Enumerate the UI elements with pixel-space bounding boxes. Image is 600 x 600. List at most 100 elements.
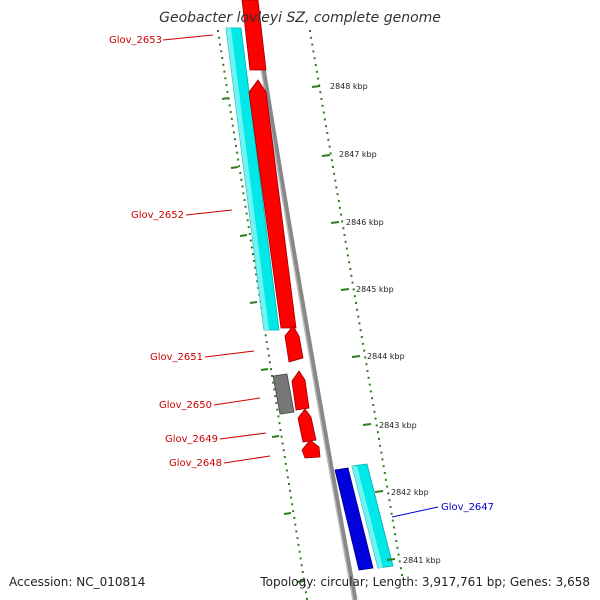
tick-dot: [288, 483, 290, 485]
tick-dot: [247, 226, 250, 229]
tick-dot: [222, 63, 225, 66]
tick-dot: [371, 397, 374, 400]
feature-glov-2650[interactable]: [272, 373, 295, 415]
tick-dot: [309, 30, 311, 32]
tick-dot: [277, 415, 280, 418]
tick-dot: [282, 449, 285, 452]
tick-dot: [363, 349, 366, 352]
tick-dot: [365, 363, 368, 366]
cds-glov-2647[interactable]: [334, 467, 374, 571]
tick-dot: [234, 138, 236, 141]
tick-dot: [319, 91, 322, 94]
tick-dot: [366, 370, 369, 372]
tick-dot: [361, 342, 364, 345]
tick-dot: [317, 77, 320, 80]
scale-label-2843: 2843 kbp: [379, 421, 417, 430]
tick-dot: [291, 503, 294, 506]
tick-dot: [327, 138, 330, 141]
gene-labels: Glov_2653 Glov_2652 Glov_2651 Glov_2650 …: [109, 35, 494, 513]
tick-dot: [267, 354, 270, 357]
tick-dot: [311, 43, 314, 46]
tick-dot: [250, 246, 253, 249]
tick-dot: [333, 172, 336, 175]
cds-glov-2648[interactable]: [301, 439, 321, 459]
tick-dot: [276, 408, 279, 411]
tick-dot: [330, 159, 333, 162]
tick-dot: [220, 50, 223, 53]
tick-dot: [264, 334, 267, 337]
gene-label-glov-2648[interactable]: Glov_2648: [169, 458, 222, 469]
tick-dot: [376, 431, 379, 434]
tick-dot: [335, 186, 338, 189]
tick-dot: [381, 458, 384, 461]
scale-label-2845: 2845 kbp: [356, 285, 394, 294]
tick-dot: [275, 401, 278, 404]
gene-label-glov-2652[interactable]: Glov_2652: [131, 210, 184, 221]
tick-dot: [302, 577, 305, 580]
tick-dot: [284, 462, 287, 465]
gene-label-glov-2649[interactable]: Glov_2649: [165, 434, 218, 445]
backbone: [249, 0, 358, 600]
tick-dot: [349, 268, 352, 270]
gene-label-glov-2647[interactable]: Glov_2647: [441, 502, 494, 513]
tick-dot: [369, 390, 372, 393]
tick-dot: [237, 158, 240, 161]
cds-glov-2650[interactable]: [291, 370, 310, 411]
feature-track-cyan-right: [351, 463, 394, 569]
tick-dot: [266, 347, 269, 350]
tick-dot: [292, 510, 295, 513]
tick-dot: [294, 523, 297, 526]
scale-label-2844: 2844 kbp: [367, 352, 405, 361]
tick-dot: [394, 533, 397, 536]
tick-dot: [295, 530, 298, 533]
cds-glov-2651[interactable]: [284, 325, 304, 363]
tick-dot: [225, 84, 228, 87]
tick-dot: [241, 185, 244, 188]
tick-dot: [279, 429, 282, 431]
tick-dot: [235, 145, 237, 147]
tick-dot: [304, 591, 307, 594]
tick-dot: [338, 206, 341, 209]
tick-dot: [283, 456, 286, 458]
scale-label-2842: 2842 kbp: [391, 488, 429, 497]
tick-dot: [272, 381, 275, 384]
tick-dot: [375, 424, 378, 427]
tick-dot: [386, 485, 389, 488]
tick-dot: [391, 519, 394, 522]
accession-text: Accession: NC_010814: [9, 575, 145, 589]
tick-dot: [228, 104, 231, 107]
tick-dot: [390, 512, 393, 515]
tick-dot: [244, 205, 247, 208]
gene-label-glov-2651[interactable]: Glov_2651: [150, 352, 203, 363]
scale-label-2847: 2847 kbp: [339, 150, 377, 159]
tick-dot: [315, 70, 318, 73]
tick-dot: [342, 227, 345, 230]
tick-dot: [226, 90, 229, 93]
tick-dot: [265, 341, 268, 343]
cds-glov-2653[interactable]: [241, 0, 267, 71]
tick-dot: [322, 111, 325, 114]
tick-dot: [357, 315, 360, 318]
tick-dot: [367, 376, 370, 379]
gene-label-glov-2653[interactable]: Glov_2653: [109, 35, 162, 46]
tick-dot: [248, 232, 251, 235]
tick-dot: [253, 259, 255, 262]
tick-dot: [218, 36, 221, 39]
tick-dot: [257, 287, 260, 289]
tick-dot: [382, 465, 385, 468]
tick-dot: [351, 281, 354, 284]
tick-dot: [325, 125, 328, 128]
cds-glov-2652[interactable]: [248, 79, 297, 329]
tick-dot: [326, 132, 329, 134]
tick-dot: [296, 537, 299, 540]
cds-glov-2649[interactable]: [297, 408, 317, 443]
tick-dots-left: [217, 30, 308, 600]
tick-dot: [243, 199, 246, 201]
tick-dot: [378, 438, 380, 440]
tick-dot: [249, 239, 252, 242]
tick-dot: [230, 117, 233, 120]
tick-dot: [340, 213, 343, 216]
tick-dot: [278, 422, 281, 425]
gene-label-glov-2650[interactable]: Glov_2650: [159, 400, 212, 411]
genome-title: Geobacter lovleyi SZ, complete genome: [159, 10, 441, 26]
